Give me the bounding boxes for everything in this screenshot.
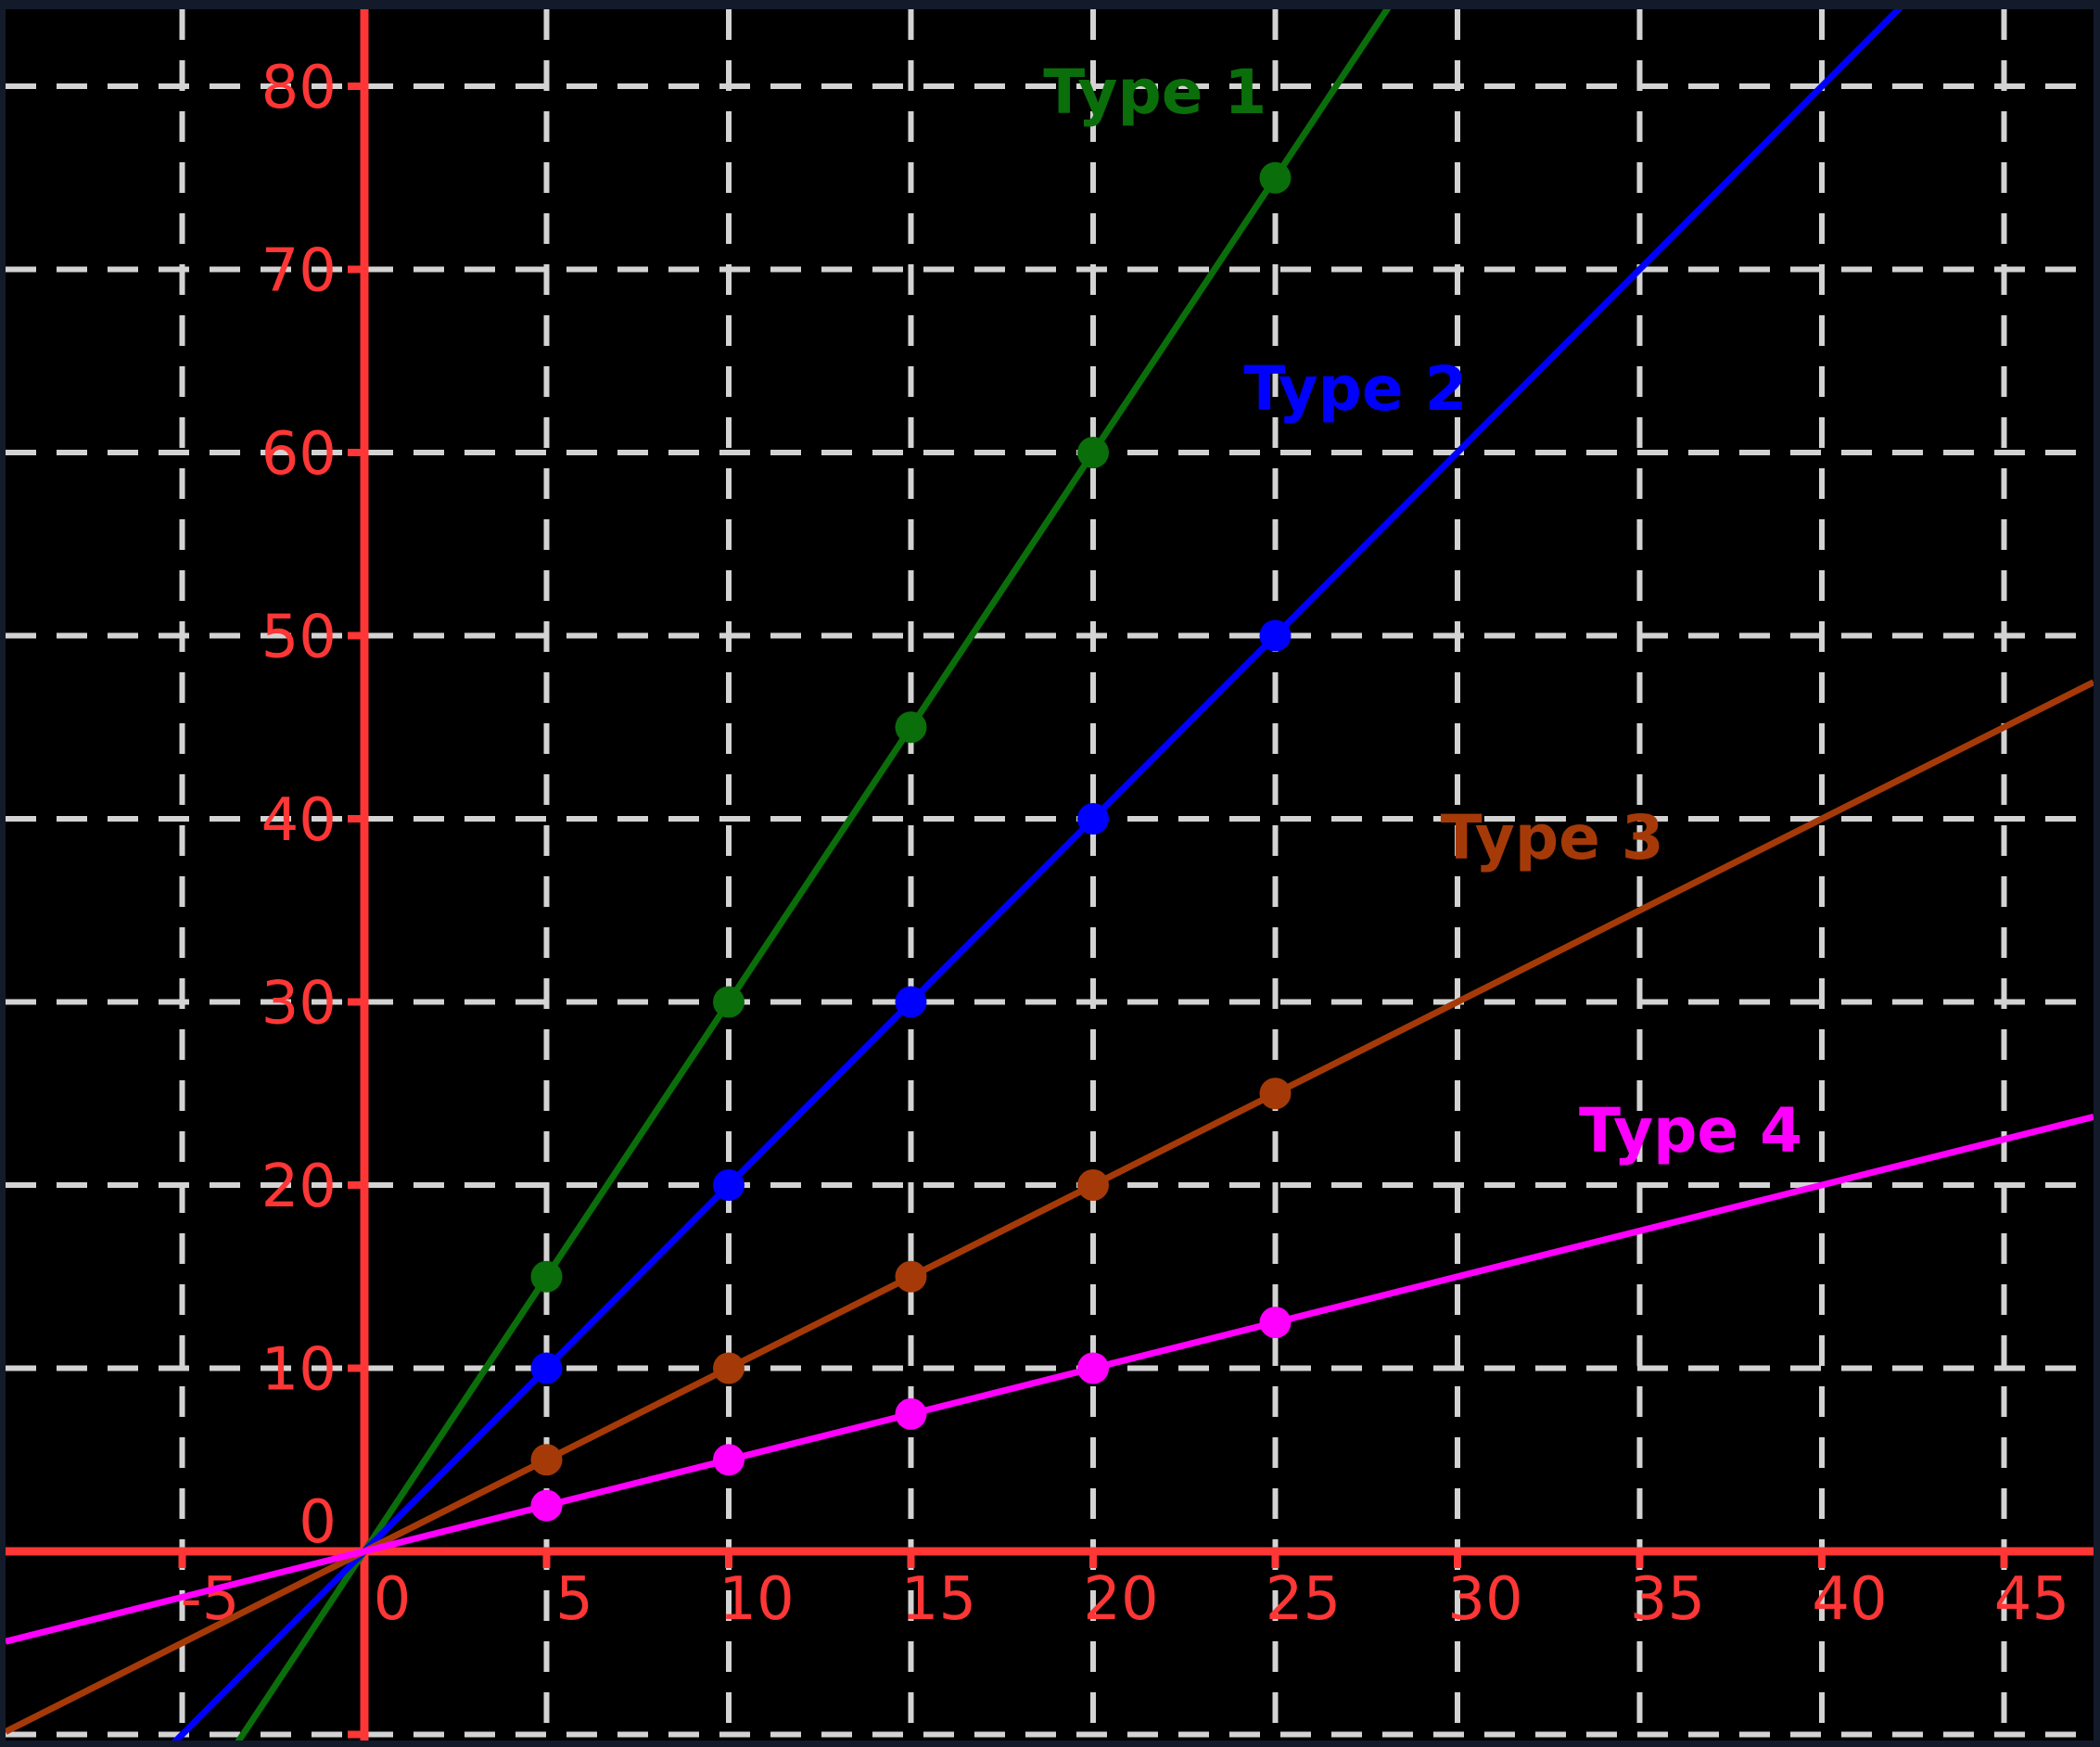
y-tick-label-0: 0 <box>299 1488 337 1557</box>
data-point-type-4-20 <box>1077 1352 1109 1384</box>
x-tick-label-35: 35 <box>1630 1565 1705 1634</box>
data-point-type-2-20 <box>1077 803 1109 835</box>
data-point-type-3-5 <box>530 1444 563 1476</box>
data-point-type-2-15 <box>895 986 927 1018</box>
plot-background <box>6 9 2094 1741</box>
data-point-type-3-15 <box>895 1260 927 1293</box>
x-tick-label-25: 25 <box>1266 1565 1341 1634</box>
data-point-type-3-10 <box>713 1352 745 1384</box>
x-tick-label-15: 15 <box>901 1565 976 1634</box>
series-line-2 <box>172 9 1903 1741</box>
x-tick-label-10: 10 <box>719 1565 794 1634</box>
x-tick-label-20: 20 <box>1083 1565 1158 1634</box>
series-line-4 <box>6 1113 2094 1645</box>
data-point-type-2-5 <box>530 1352 563 1384</box>
series-lines-group <box>6 9 2094 1741</box>
x-tick-label--5: -5 <box>181 1565 240 1634</box>
y-tick-label-10: 10 <box>261 1336 337 1405</box>
data-point-type-4-15 <box>895 1397 927 1430</box>
y-tick-label-80: 80 <box>261 54 337 122</box>
data-point-type-3-20 <box>1077 1169 1109 1201</box>
y-tick-label-50: 50 <box>261 604 337 672</box>
x-tick-label-45: 45 <box>1994 1565 2069 1634</box>
data-point-type-1-15 <box>895 711 927 744</box>
series-line-1 <box>235 9 1392 1741</box>
x-tick-label-40: 40 <box>1812 1565 1887 1634</box>
x-tick-label-30: 30 <box>1447 1565 1522 1634</box>
data-point-type-2-10 <box>713 1169 745 1201</box>
x-tick-label-0: 0 <box>374 1565 412 1634</box>
data-point-type-1-5 <box>530 1260 563 1293</box>
y-tick-label-30: 30 <box>261 970 337 1039</box>
series-label-type-3: Type 3 <box>1441 802 1664 874</box>
series-label-type-4: Type 4 <box>1579 1095 1802 1167</box>
y-tick-label-20: 20 <box>261 1153 337 1221</box>
data-point-type-3-25 <box>1259 1078 1292 1110</box>
x-tick-label-5: 5 <box>555 1565 593 1634</box>
data-point-type-4-5 <box>530 1489 563 1522</box>
y-tick-label-70: 70 <box>261 237 337 306</box>
y-tick-label-40: 40 <box>261 786 337 855</box>
series-label-type-2: Type 2 <box>1243 353 1467 425</box>
data-point-type-1-25 <box>1259 161 1292 194</box>
data-point-type-2-25 <box>1259 619 1292 652</box>
data-point-type-4-10 <box>713 1444 745 1476</box>
series-label-type-1: Type 1 <box>1043 57 1266 128</box>
y-tick-label-60: 60 <box>261 420 337 489</box>
data-point-type-1-10 <box>713 986 745 1018</box>
data-point-type-1-20 <box>1077 437 1109 468</box>
data-point-type-4-25 <box>1259 1307 1292 1339</box>
